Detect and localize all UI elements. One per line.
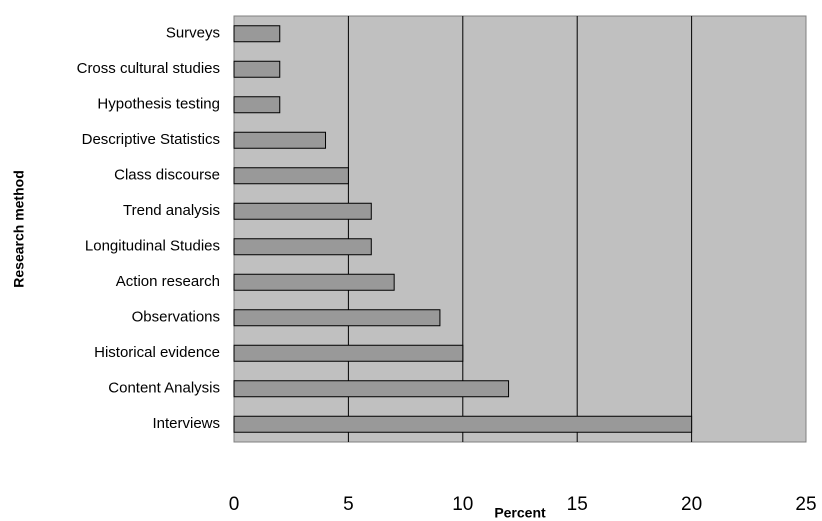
y-tick-label: Trend analysis	[123, 202, 220, 219]
y-tick-label: Descriptive Statistics	[82, 131, 220, 148]
bar	[233, 380, 510, 398]
y-tick-label: Content Analysis	[108, 380, 220, 397]
bar	[233, 202, 372, 220]
bar	[233, 131, 327, 149]
plot-area	[233, 15, 807, 443]
bar	[233, 344, 464, 362]
bar	[233, 238, 372, 256]
y-tick-label: Hypothesis testing	[97, 96, 220, 113]
x-tick-label: 10	[452, 494, 473, 515]
bar	[233, 96, 281, 114]
y-tick-label: Longitudinal Studies	[85, 238, 220, 255]
bar	[233, 25, 281, 43]
x-tick-label: 25	[795, 494, 816, 515]
x-tick-label: 20	[681, 494, 702, 515]
y-tick-label: Observations	[132, 309, 220, 326]
y-tick-label: Interviews	[152, 415, 220, 432]
y-tick-label: Historical evidence	[94, 344, 220, 361]
bar	[233, 167, 349, 185]
bar	[233, 415, 693, 433]
x-tick-label: 0	[229, 494, 240, 515]
y-tick-label: Class discourse	[114, 167, 220, 184]
bar	[233, 273, 395, 291]
x-axis-title: Percent	[494, 505, 546, 521]
y-axis-title: Research method	[11, 170, 27, 287]
y-tick-label: Surveys	[166, 25, 220, 42]
bar	[233, 60, 281, 78]
x-tick-label: 15	[567, 494, 588, 515]
x-tick-label: 5	[343, 494, 354, 515]
y-tick-label: Cross cultural studies	[77, 60, 220, 77]
bar	[233, 309, 441, 327]
y-tick-label: Action research	[116, 273, 220, 290]
